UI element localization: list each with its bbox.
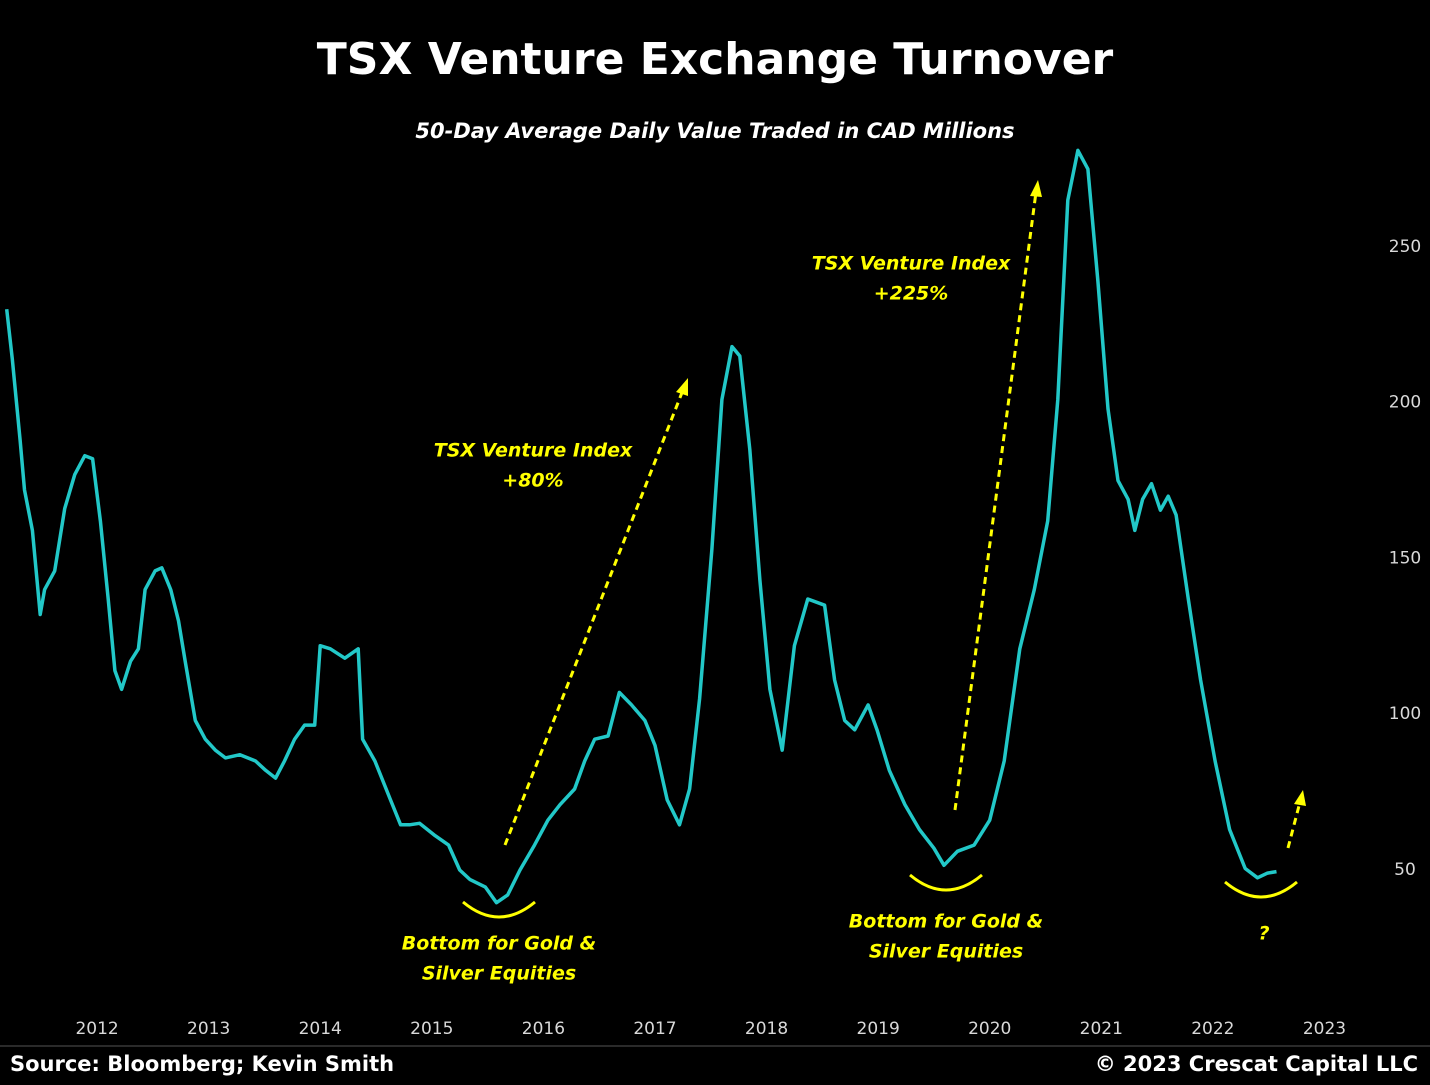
arrows (503, 191, 1302, 849)
annotation: ? (1258, 923, 1269, 945)
annotation: TSX Venture Index (812, 253, 1011, 275)
source: Source: Bloomberg; Kevin Smith (10, 1052, 394, 1076)
chart-subtitle: 50-Day Average Daily Value Traded in CAD… (415, 119, 1014, 143)
x-tick-label: 2016 (522, 1019, 565, 1039)
y-tick-label: 150 (1389, 548, 1421, 568)
chart-title: TSX Venture Exchange Turnover (317, 34, 1114, 85)
annotation: +225% (874, 283, 949, 305)
arrow (503, 389, 685, 846)
bracket (1224, 880, 1298, 899)
x-tick-label: 2017 (633, 1019, 676, 1039)
x-tick-label: 2012 (75, 1019, 118, 1039)
arrowheads (676, 180, 1306, 806)
x-tick-label: 2018 (745, 1019, 788, 1039)
arrow (1286, 801, 1302, 849)
annotation: +80% (502, 470, 563, 492)
x-tick-label: 2020 (968, 1019, 1011, 1039)
x-tick-label: 2022 (1191, 1019, 1234, 1039)
brackets (462, 873, 1298, 919)
annotation: Silver Equities (869, 941, 1023, 963)
x-tick-label: 2014 (299, 1019, 342, 1039)
arrowhead (676, 378, 688, 396)
y-tick-label: 50 (1394, 860, 1416, 880)
annotation: Silver Equities (422, 963, 576, 985)
copyright: © 2023 Crescat Capital LLC (1095, 1052, 1418, 1076)
x-tick-label: 2021 (1080, 1019, 1123, 1039)
bracket (462, 900, 536, 919)
y-tick-label: 100 (1389, 704, 1421, 724)
y-tick-label: 200 (1389, 393, 1421, 413)
y-tick-label: 250 (1389, 237, 1421, 257)
bracket (909, 873, 983, 892)
annotation: TSX Venture Index (434, 440, 633, 462)
x-tick-label: 2015 (410, 1019, 453, 1039)
annotation: Bottom for Gold & (849, 911, 1043, 933)
annotation: Bottom for Gold & (402, 933, 596, 955)
x-tick-label: 2023 (1303, 1019, 1346, 1039)
arrow (953, 191, 1038, 811)
arrowhead (1294, 790, 1306, 806)
data-line (4, 148, 1277, 905)
arrowhead (1030, 180, 1042, 197)
x-tick-label: 2019 (857, 1019, 900, 1039)
x-tick-label: 2013 (187, 1019, 230, 1039)
